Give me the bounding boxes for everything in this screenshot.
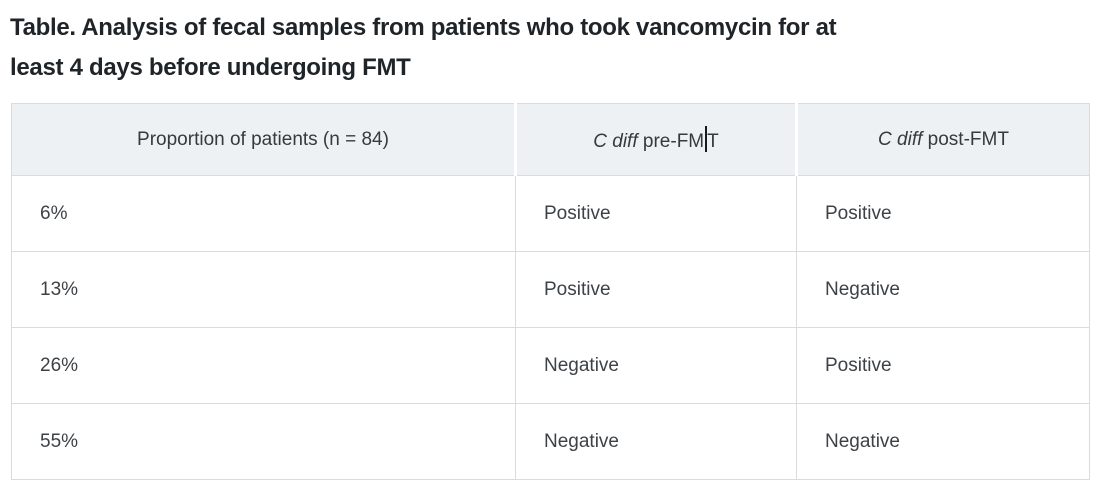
table-row: 6% Positive Positive bbox=[11, 175, 1090, 252]
proportion-cell: 6% bbox=[11, 175, 516, 252]
table-row: 26% Negative Positive bbox=[11, 327, 1090, 404]
page-title: Table. Analysis of fecal samples from pa… bbox=[0, 0, 1100, 88]
header-cell-proportion: Proportion of patients (n = 84) bbox=[11, 103, 516, 176]
pre-fmt-result-cell: Positive bbox=[515, 175, 797, 252]
text-cursor-caret bbox=[705, 126, 708, 152]
page-title-line1: Table. Analysis of fecal samples from pa… bbox=[10, 14, 837, 41]
proportion-cell: 13% bbox=[11, 251, 516, 328]
cdiff-italic-label: C diff bbox=[878, 128, 923, 150]
post-fmt-result-cell: Negative bbox=[796, 251, 1090, 328]
pre-fmt-result-cell: Positive bbox=[515, 251, 797, 328]
header-row: Proportion of patients (n = 84) C diff p… bbox=[11, 103, 1090, 176]
header-cell-cdiff-post-fmt: C diff post-FMT bbox=[795, 103, 1090, 176]
proportion-cell: 55% bbox=[11, 403, 516, 480]
post-fmt-result-cell: Positive bbox=[796, 175, 1090, 252]
pre-fmt-label-after-caret: T bbox=[707, 131, 719, 152]
page-title-line2: least 4 days before undergoing FMT bbox=[10, 54, 411, 81]
header-cell-cdiff-pre-fmt[interactable]: C diff pre-FM T bbox=[514, 103, 797, 176]
table-row: 13% Positive Negative bbox=[11, 251, 1090, 328]
pre-fmt-label-before-caret: pre-FM bbox=[637, 131, 705, 152]
proportion-cell: 26% bbox=[11, 327, 516, 404]
post-fmt-result-cell: Positive bbox=[796, 327, 1090, 404]
post-fmt-result-cell: Negative bbox=[796, 403, 1090, 480]
cdiff-italic-label: C diff bbox=[593, 131, 638, 152]
pre-fmt-result-cell: Negative bbox=[515, 327, 797, 404]
pre-fmt-result-cell: Negative bbox=[515, 403, 797, 480]
fecal-samples-table: Proportion of patients (n = 84) C diff p… bbox=[11, 103, 1090, 480]
table-row: 55% Negative Negative bbox=[11, 403, 1090, 480]
post-fmt-label: post-FMT bbox=[922, 128, 1009, 150]
header-proportion-label: Proportion of patients (n = 84) bbox=[137, 128, 389, 150]
